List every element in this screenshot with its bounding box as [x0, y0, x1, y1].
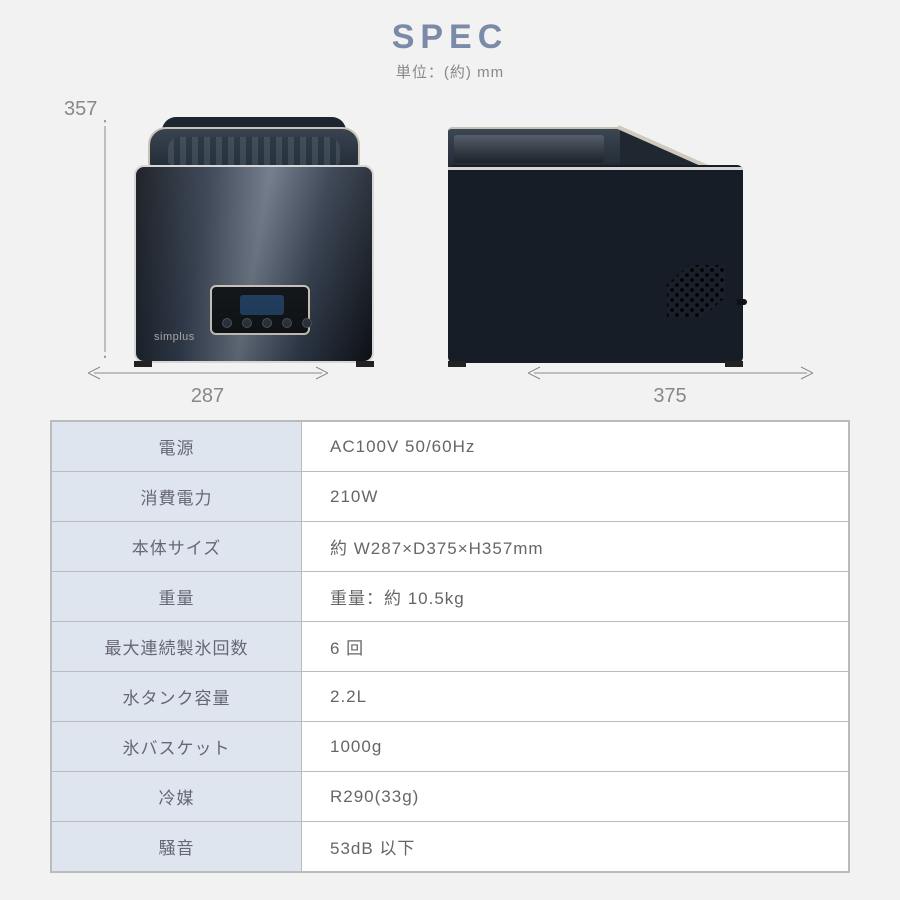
table-row: 電源AC100V 50/60Hz	[52, 422, 849, 472]
front-lid-window	[168, 137, 340, 165]
spec-value: 約 W287×D375×H357mm	[302, 522, 849, 572]
side-body	[448, 165, 743, 363]
spec-key: 最大連続製氷回数	[52, 622, 302, 672]
side-vent-icon	[667, 265, 725, 317]
spec-key: 氷バスケット	[52, 722, 302, 772]
spec-subtitle: 単位：(約) mm	[0, 61, 900, 82]
side-width-arrow-icon	[528, 363, 813, 383]
table-row: 重量重量：約 10.5kg	[52, 572, 849, 622]
height-dimension-arrow-icon	[104, 120, 106, 358]
spec-value: AC100V 50/60Hz	[302, 422, 849, 472]
product-views: simplus	[130, 117, 743, 365]
side-drain-port	[737, 299, 747, 305]
spec-key: 電源	[52, 422, 302, 472]
front-control-panel	[210, 285, 310, 335]
front-panel-buttons	[222, 318, 312, 328]
spec-key: 本体サイズ	[52, 522, 302, 572]
spec-header: SPEC 単位：(約) mm	[0, 0, 900, 82]
spec-value: 1000g	[302, 722, 849, 772]
spec-key: 冷媒	[52, 772, 302, 822]
front-width-dimension: 287	[88, 363, 328, 408]
side-width-label: 375	[653, 385, 686, 408]
spec-value: 53dB 以下	[302, 822, 849, 872]
spec-key: 騒音	[52, 822, 302, 872]
table-row: 氷バスケット1000g	[52, 722, 849, 772]
table-row: 冷媒R290(33g)	[52, 772, 849, 822]
spec-value: R290(33g)	[302, 772, 849, 822]
front-body: simplus	[134, 165, 374, 363]
dimension-diagram: 357 simplus	[0, 92, 900, 412]
height-dimension-label: 357	[64, 98, 97, 121]
table-row: 本体サイズ約 W287×D375×H357mm	[52, 522, 849, 572]
spec-value: 210W	[302, 472, 849, 522]
front-width-arrow-icon	[88, 363, 328, 383]
spec-key: 重量	[52, 572, 302, 622]
table-row: 最大連続製氷回数6 回	[52, 622, 849, 672]
spec-title: SPEC	[0, 18, 900, 57]
side-trim-line	[448, 167, 743, 170]
front-width-label: 287	[191, 385, 224, 408]
product-front-view: simplus	[130, 117, 378, 365]
spec-value: 2.2L	[302, 672, 849, 722]
table-row: 水タンク容量2.2L	[52, 672, 849, 722]
spec-key: 水タンク容量	[52, 672, 302, 722]
spec-table: 電源AC100V 50/60Hz消費電力210W本体サイズ約 W287×D375…	[50, 420, 850, 873]
spec-value: 6 回	[302, 622, 849, 672]
brand-label: simplus	[154, 331, 195, 343]
spec-key: 消費電力	[52, 472, 302, 522]
side-width-dimension: 375	[528, 363, 813, 408]
spec-table-element: 電源AC100V 50/60Hz消費電力210W本体サイズ約 W287×D375…	[51, 421, 849, 872]
table-row: 騒音53dB 以下	[52, 822, 849, 872]
table-row: 消費電力210W	[52, 472, 849, 522]
spec-value: 重量：約 10.5kg	[302, 572, 849, 622]
product-side-view	[448, 117, 743, 365]
width-dimensions: 287 375	[0, 363, 900, 408]
